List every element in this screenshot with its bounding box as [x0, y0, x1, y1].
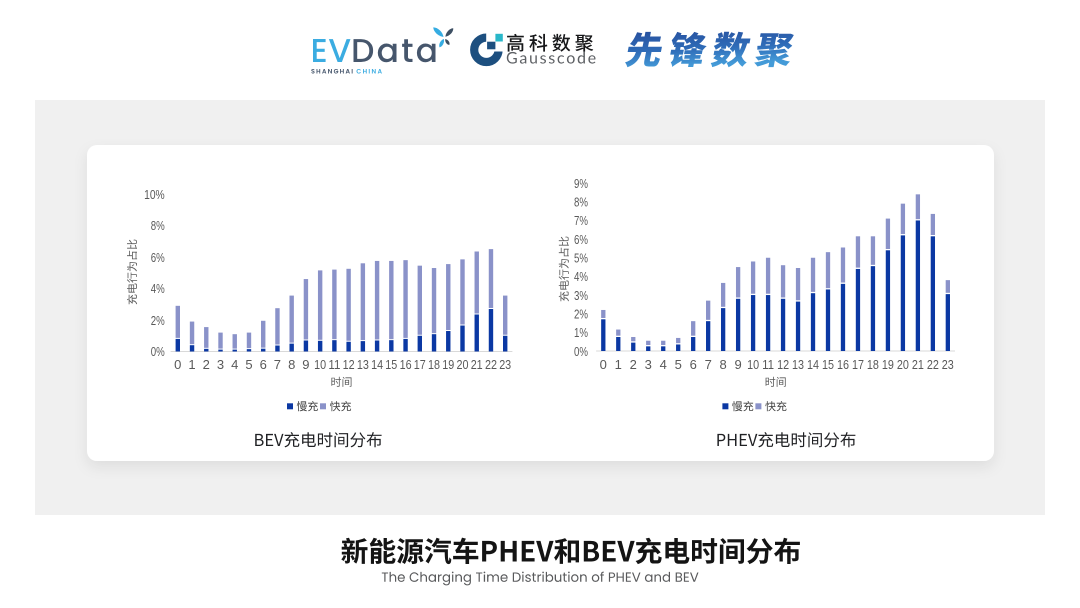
svg-text:0%: 0% [151, 344, 165, 359]
svg-text:7: 7 [274, 357, 281, 372]
svg-text:6: 6 [260, 357, 267, 372]
svg-text:5: 5 [675, 357, 682, 372]
svg-text:17: 17 [414, 357, 426, 372]
svg-text:2%: 2% [574, 306, 588, 321]
svg-text:13: 13 [792, 357, 804, 372]
svg-text:20: 20 [897, 357, 909, 372]
svg-text:12: 12 [777, 357, 789, 372]
svg-text:5%: 5% [574, 251, 588, 266]
svg-text:5: 5 [245, 357, 252, 372]
svg-text:18: 18 [428, 357, 440, 372]
svg-text:18: 18 [867, 357, 879, 372]
svg-text:16: 16 [837, 357, 849, 372]
svg-text:19: 19 [882, 357, 894, 372]
svg-text:14: 14 [807, 357, 819, 372]
svg-text:10: 10 [314, 357, 326, 372]
svg-text:22: 22 [485, 357, 497, 372]
svg-text:4: 4 [231, 357, 238, 372]
svg-text:7: 7 [705, 357, 712, 372]
svg-text:9: 9 [302, 357, 309, 372]
svg-text:10%: 10% [144, 187, 165, 202]
svg-text:15: 15 [385, 357, 397, 372]
svg-text:0: 0 [174, 357, 181, 372]
svg-text:9%: 9% [574, 176, 588, 191]
svg-text:15: 15 [822, 357, 834, 372]
svg-text:11: 11 [762, 357, 774, 372]
svg-text:9: 9 [734, 357, 741, 372]
svg-text:1: 1 [615, 357, 622, 372]
svg-text:23: 23 [942, 357, 954, 372]
svg-text:3: 3 [645, 357, 652, 372]
svg-text:2: 2 [630, 357, 637, 372]
svg-text:8: 8 [288, 357, 295, 372]
svg-text:19: 19 [442, 357, 454, 372]
svg-text:3%: 3% [574, 288, 588, 303]
svg-text:4%: 4% [151, 281, 165, 296]
svg-text:21: 21 [912, 357, 924, 372]
svg-text:7%: 7% [574, 213, 588, 228]
svg-text:8%: 8% [151, 218, 165, 233]
svg-text:14: 14 [371, 357, 383, 372]
svg-text:1: 1 [188, 357, 195, 372]
svg-text:6: 6 [690, 357, 697, 372]
svg-text:2: 2 [203, 357, 210, 372]
svg-text:23: 23 [499, 357, 511, 372]
svg-text:13: 13 [357, 357, 369, 372]
svg-text:6%: 6% [151, 250, 165, 265]
svg-text:12: 12 [343, 357, 355, 372]
svg-text:22: 22 [927, 357, 939, 372]
svg-text:4%: 4% [574, 269, 588, 284]
svg-text:17: 17 [852, 357, 864, 372]
svg-text:4: 4 [660, 357, 667, 372]
svg-text:2%: 2% [151, 313, 165, 328]
svg-text:8%: 8% [574, 195, 588, 210]
svg-text:3: 3 [217, 357, 224, 372]
svg-text:1%: 1% [574, 325, 588, 340]
svg-text:20: 20 [457, 357, 469, 372]
svg-text:0%: 0% [574, 344, 588, 359]
svg-text:16: 16 [400, 357, 412, 372]
svg-text:11: 11 [328, 357, 340, 372]
svg-text:10: 10 [747, 357, 759, 372]
svg-text:0: 0 [600, 357, 607, 372]
svg-text:8: 8 [719, 357, 726, 372]
svg-text:21: 21 [471, 357, 483, 372]
svg-text:6%: 6% [574, 232, 588, 247]
